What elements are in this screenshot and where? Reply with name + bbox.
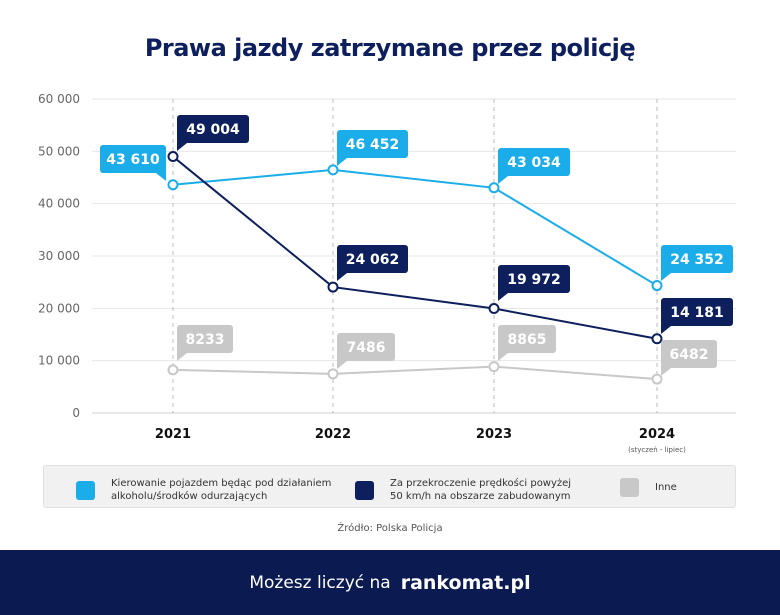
data-point bbox=[488, 182, 500, 194]
legend-label: Inne bbox=[655, 482, 677, 493]
data-label-tail bbox=[498, 174, 508, 184]
data-label-box bbox=[498, 148, 570, 176]
data-label: 24 352 bbox=[670, 252, 724, 268]
data-point bbox=[327, 164, 339, 176]
y-tick-label: 60 000 bbox=[38, 92, 80, 106]
source-note: Źródło: Polska Policja bbox=[337, 523, 443, 534]
x-tick-label: 2023 bbox=[476, 427, 512, 442]
data-point bbox=[167, 364, 179, 376]
data-label-tail bbox=[661, 366, 671, 376]
data-label: 6482 bbox=[670, 347, 709, 363]
data-label-box bbox=[337, 245, 408, 273]
legend-swatch-alcohol bbox=[76, 480, 95, 500]
x-tick-label: 2024 bbox=[639, 427, 675, 442]
data-label-tail bbox=[661, 271, 671, 281]
x-tick-label: 2021 bbox=[155, 427, 191, 442]
x-tick-note: (styczeń - lipiec) bbox=[628, 446, 686, 454]
line-chart: 0 10 000 20 000 30 000 40 000 50 000 60 000 202… bbox=[38, 92, 736, 454]
legend-swatch-other bbox=[620, 478, 639, 497]
x-tick-label: 2022 bbox=[315, 427, 351, 442]
data-label-tail bbox=[498, 291, 508, 301]
legend-label: alkoholu/środków odurzających bbox=[111, 491, 268, 502]
data-label-box bbox=[498, 325, 556, 353]
data-label-box bbox=[177, 115, 249, 143]
y-tick-label: 30 000 bbox=[38, 249, 80, 263]
y-tick-label: 10 000 bbox=[38, 354, 80, 368]
footer-banner: Możesz liczyć na rankomat.pl bbox=[0, 550, 780, 615]
data-label-tail bbox=[156, 171, 166, 181]
legend-item-other: Inne bbox=[620, 478, 677, 497]
y-tick-label: 40 000 bbox=[38, 197, 80, 211]
data-label-tail bbox=[177, 141, 187, 151]
legend-swatch-speeding bbox=[355, 480, 374, 500]
legend-label: 50 km/h na obszarze zabudowanym bbox=[390, 491, 571, 502]
data-point bbox=[327, 368, 339, 380]
data-label-box bbox=[661, 340, 717, 368]
data-point bbox=[651, 280, 663, 292]
data-label-box bbox=[337, 333, 395, 361]
series-line bbox=[172, 155, 658, 340]
data-label: 49 004 bbox=[186, 122, 240, 138]
chart-title: Prawa jazdy zatrzymane przez policję bbox=[144, 34, 636, 62]
data-label: 7486 bbox=[347, 340, 386, 356]
data-label: 43 610 bbox=[106, 152, 160, 168]
footer-slogan: Możesz liczyć na bbox=[249, 572, 391, 593]
data-label: 43 034 bbox=[507, 155, 561, 171]
data-point bbox=[327, 281, 339, 293]
legend-item-alcohol: Kierowanie pojazdem będąc pod działaniem… bbox=[76, 477, 331, 503]
data-label-box bbox=[337, 130, 408, 158]
data-label-tail bbox=[337, 359, 347, 369]
y-tick-label: 20 000 bbox=[38, 301, 80, 315]
legend-label: Kierowanie pojazdem będąc pod działaniem bbox=[111, 478, 332, 489]
series-line bbox=[172, 168, 658, 287]
data-label: 24 062 bbox=[346, 252, 400, 268]
data-label-tail bbox=[337, 271, 347, 281]
data-label-tail bbox=[661, 324, 671, 334]
data-point bbox=[488, 302, 500, 314]
data-label-box bbox=[177, 325, 233, 353]
brand-logo[interactable]: rankomat.pl bbox=[400, 571, 531, 594]
data-point bbox=[167, 179, 179, 191]
data-label-box bbox=[661, 298, 733, 326]
data-label: 19 972 bbox=[507, 272, 561, 288]
data-point bbox=[488, 361, 500, 373]
legend-item-speeding: Za przekroczenie prędkości powyżej 50 km/… bbox=[355, 477, 571, 503]
data-label-tail bbox=[498, 351, 508, 361]
data-label-tail bbox=[337, 156, 347, 166]
data-label: 8233 bbox=[186, 332, 225, 348]
data-point bbox=[651, 333, 663, 345]
data-point bbox=[651, 373, 663, 385]
legend: Kierowanie pojazdem będąc pod działaniem… bbox=[43, 465, 736, 508]
data-label: 8865 bbox=[508, 332, 547, 348]
data-label: 14 181 bbox=[670, 305, 724, 321]
series-line bbox=[172, 365, 658, 381]
data-label-box bbox=[498, 265, 570, 293]
data-label-box bbox=[661, 245, 733, 273]
y-tick-label: 0 bbox=[72, 406, 80, 420]
data-label-tail bbox=[177, 351, 187, 361]
legend-label: Za przekroczenie prędkości powyżej bbox=[390, 478, 572, 489]
data-label-box bbox=[100, 145, 166, 173]
data-point bbox=[167, 151, 179, 163]
y-tick-label: 50 000 bbox=[38, 144, 80, 158]
data-label: 46 452 bbox=[346, 137, 400, 153]
